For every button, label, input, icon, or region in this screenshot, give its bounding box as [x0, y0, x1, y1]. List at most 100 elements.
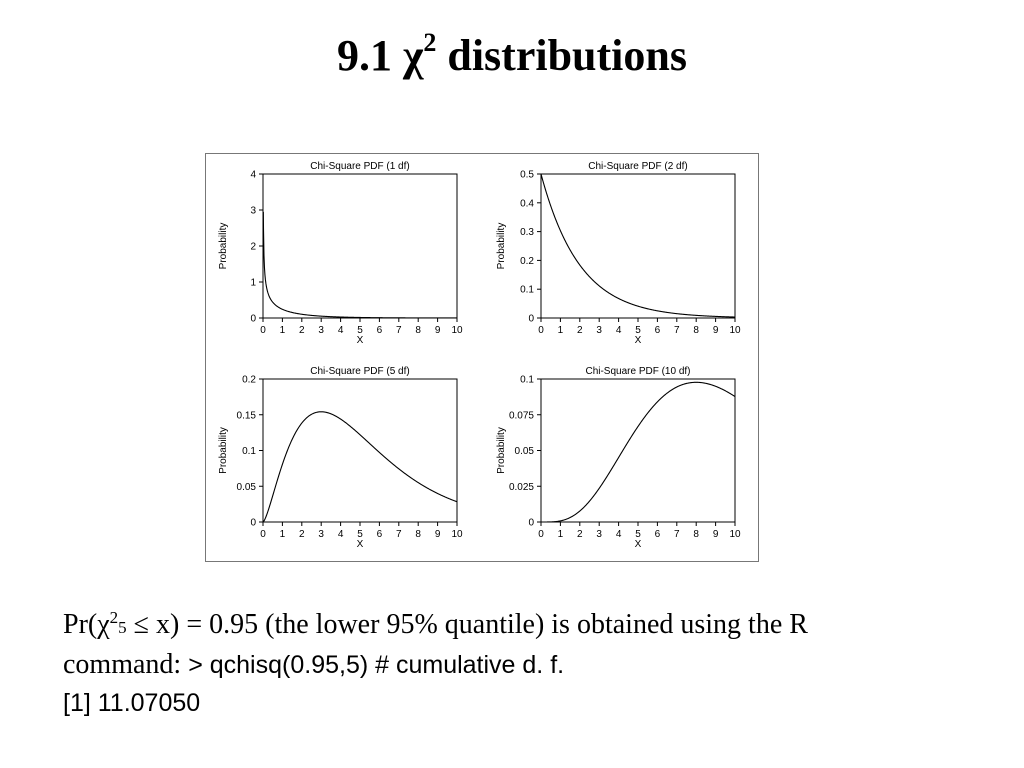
- x-tick-label: 8: [415, 529, 421, 540]
- y-tick-label: 0.1: [520, 375, 534, 386]
- y-axis-label: Probability: [218, 223, 229, 270]
- x-tick-label: 10: [451, 325, 463, 336]
- x-tick-label: 4: [338, 529, 344, 540]
- y-tick-label: 0: [528, 314, 534, 325]
- x-tick-label: 1: [280, 325, 286, 336]
- x-tick-label: 10: [729, 325, 741, 336]
- x-tick-label: 3: [318, 529, 324, 540]
- x-tick-label: 5: [635, 529, 641, 540]
- x-tick-label: 7: [396, 325, 402, 336]
- y-tick-label: 1: [250, 278, 256, 289]
- y-tick-label: 0.2: [242, 375, 256, 386]
- y-tick-label: 0.05: [237, 482, 257, 493]
- x-tick-label: 3: [596, 325, 602, 336]
- line1-prefix: Pr(: [63, 609, 98, 640]
- x-tick-label: 1: [558, 529, 564, 540]
- chart-panel-10-df: Chi-Square PDF (10 df) 0 1 2 3 4 5 6 7 8 9 10 0 0.025…: [496, 366, 741, 550]
- x-tick-label: 0: [538, 529, 544, 540]
- x-tick-label: 5: [635, 325, 641, 336]
- y-tick-label: 3: [250, 206, 256, 217]
- y-tick-label: 0.15: [237, 410, 257, 421]
- x-tick-label: 6: [655, 325, 661, 336]
- x-tick-label: 5: [357, 325, 363, 336]
- line1-subscript: 5: [118, 618, 127, 637]
- x-tick-label: 8: [693, 529, 699, 540]
- r-command-code: > qchisq(0.95,5) # cumulative d. f.: [188, 651, 565, 679]
- y-tick-label: 0.025: [509, 482, 534, 493]
- r-output-line: [1] 11.07050: [63, 689, 201, 717]
- x-tick-label: 1: [280, 529, 286, 540]
- x-tick-label: 1: [558, 325, 564, 336]
- slide-title: 9.1 χ2 distributions: [0, 30, 1024, 80]
- y-tick-label: 0: [250, 518, 256, 529]
- chi-square-panels: Chi-Square PDF (1 df)0 1 2 3 4 5 6 7 8 9 1001234XP…: [218, 161, 741, 550]
- panel-title: Chi-Square PDF (5 df): [310, 366, 409, 377]
- chart-panel-5-df: Chi-Square PDF (5 df) 0 1 2 3 4 5 6 7 8 9 10 0 0.05 0.…: [218, 366, 463, 550]
- y-axis-label: Probability: [218, 427, 229, 474]
- title-suffix: distributions: [436, 31, 687, 80]
- x-tick-label: 3: [596, 529, 602, 540]
- panel-title: Chi-Square PDF (2 df): [588, 161, 687, 172]
- r-command-line: command: > qchisq(0.95,5) # cumulative d…: [63, 651, 564, 679]
- y-tick-label: 0.05: [515, 446, 535, 457]
- y-tick-label: 0.3: [520, 227, 534, 238]
- x-tick-label: 0: [260, 325, 266, 336]
- x-tick-label: 4: [338, 325, 344, 336]
- pdf-curve: [540, 173, 736, 318]
- x-tick-label: 10: [729, 529, 741, 540]
- quantile-description: Pr(χ25 ≤ x) = 0.95 (the lower 95% quanti…: [63, 608, 808, 640]
- x-tick-label: 9: [435, 325, 441, 336]
- x-tick-label: 2: [577, 325, 583, 336]
- plot-area-frame: [540, 378, 736, 523]
- chart-panel-2-df: Chi-Square PDF (2 df) 0 1 2 3 4 5 6 7 8 9 10 0 0.1 0.2…: [496, 161, 741, 346]
- x-tick-label: 10: [451, 529, 463, 540]
- y-tick-label: 0: [250, 314, 256, 325]
- x-tick-label: 6: [377, 529, 383, 540]
- x-tick-label: 0: [538, 325, 544, 336]
- pdf-curve: [262, 411, 458, 523]
- title-prefix: 9.1: [337, 31, 404, 80]
- x-tick-label: 6: [655, 529, 661, 540]
- line1-superscript: 2: [109, 608, 119, 627]
- y-axis-label: Probability: [496, 427, 507, 474]
- line1-rest: ≤ x) = 0.95 (the lower 95% quantile) is …: [126, 609, 808, 640]
- x-tick-label: 6: [377, 325, 383, 336]
- x-tick-label: 4: [616, 325, 622, 336]
- chart-panel-1-df: Chi-Square PDF (1 df) 0 1 2 3 4 5 6 7 8 9 10 0 1 2 3 4 X P…: [218, 161, 463, 346]
- x-axis-label: X: [357, 335, 364, 346]
- x-tick-label: 4: [616, 529, 622, 540]
- panel-title: Chi-Square PDF (10 df): [585, 366, 690, 377]
- x-tick-label: 2: [299, 529, 305, 540]
- x-tick-label: 0: [260, 529, 266, 540]
- title-chi-symbol: χ: [403, 31, 424, 80]
- y-tick-label: 0.5: [520, 170, 534, 181]
- plot-area-frame: [262, 378, 458, 523]
- panel-title: Chi-Square PDF (1 df): [310, 161, 409, 172]
- y-tick-label: 0.1: [520, 285, 534, 296]
- x-tick-label: 9: [713, 325, 719, 336]
- x-tick-label: 9: [713, 529, 719, 540]
- pdf-curve: [262, 211, 457, 319]
- x-axis-label: X: [635, 539, 642, 550]
- x-tick-label: 8: [693, 325, 699, 336]
- x-axis-label: X: [635, 335, 642, 346]
- y-tick-label: 0.2: [520, 256, 534, 267]
- x-tick-label: 7: [396, 529, 402, 540]
- y-tick-label: 0: [528, 518, 534, 529]
- y-axis-label: Probability: [496, 223, 507, 270]
- y-tick-label: 0.075: [509, 410, 534, 421]
- x-tick-label: 7: [674, 529, 680, 540]
- y-tick-label: 0.4: [520, 198, 534, 209]
- x-tick-label: 2: [299, 325, 305, 336]
- y-tick-label: 0.1: [242, 446, 256, 457]
- plot-area-frame: [262, 173, 458, 319]
- x-axis-label: X: [357, 539, 364, 550]
- x-tick-label: 2: [577, 529, 583, 540]
- plot-area-frame: [540, 173, 736, 319]
- x-tick-label: 8: [415, 325, 421, 336]
- pdf-curve: [541, 381, 736, 523]
- y-tick-label: 2: [250, 242, 256, 253]
- x-tick-label: 9: [435, 529, 441, 540]
- y-tick-label: 4: [250, 170, 256, 181]
- x-tick-label: 5: [357, 529, 363, 540]
